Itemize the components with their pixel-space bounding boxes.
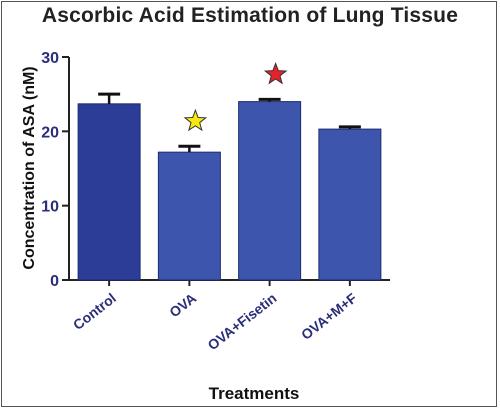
y-tick-label: 10	[41, 199, 59, 216]
x-tick-label: OVA+M+F	[298, 289, 360, 342]
y-tick-label: 30	[41, 50, 59, 67]
x-tick-label: OVA	[166, 290, 199, 321]
bar-ova-fisetin	[238, 101, 302, 281]
significance-star-icon	[263, 61, 288, 85]
y-tick-label: 0	[50, 273, 59, 290]
bar-control	[77, 103, 141, 281]
y-axis-label: Concentration of ASA (nM)	[21, 66, 38, 269]
chart-title: Ascorbic Acid Estimation of Lung Tissue	[41, 4, 459, 27]
x-tick-label: OVA+Fisetin	[205, 290, 280, 353]
y-tick-label: 20	[41, 124, 59, 141]
bar-ova-m-f	[318, 128, 382, 281]
bars-layer	[77, 92, 382, 281]
x-axis-label: Treatments	[209, 384, 300, 403]
markers-layer	[183, 61, 288, 132]
bar-ova	[157, 151, 221, 281]
significance-star-icon	[183, 108, 208, 132]
x-tick-label: Control	[70, 290, 119, 333]
